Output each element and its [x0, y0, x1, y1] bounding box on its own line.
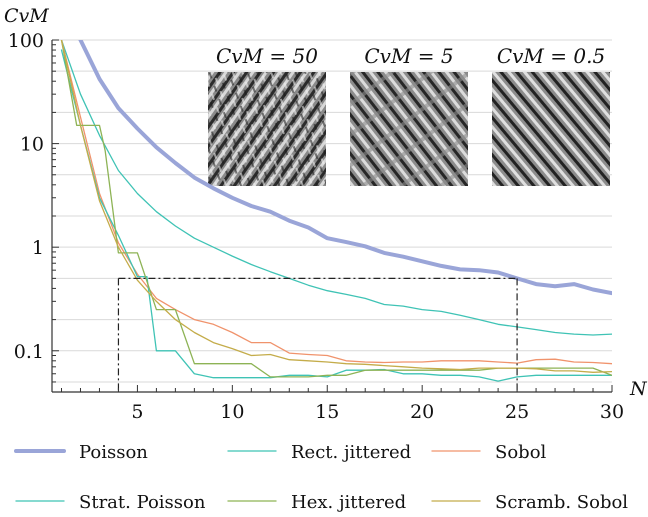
inset-label: CvM = 5: [364, 44, 453, 68]
legend-item: Scramb. Sobol: [431, 492, 628, 513]
legend-label: Hex. jittered: [291, 492, 406, 513]
x-tick-label: 15: [315, 401, 339, 423]
inset-cvm-05: CvM = 0.5: [492, 44, 610, 186]
x-tick-label: 30: [600, 401, 624, 423]
x-tick-label: 5: [131, 401, 143, 423]
reference-lines: [117, 277, 518, 392]
x-tick-label: 20: [410, 401, 434, 423]
series-rect-jittered: [60, 40, 612, 336]
series-poisson: [78, 40, 612, 296]
texture-image: [492, 72, 610, 186]
x-axis-label: N: [629, 378, 648, 400]
series-group: [60, 40, 612, 382]
legend-item: Strat. Poisson: [15, 492, 206, 513]
series-scramb-sobol: [60, 40, 612, 373]
y-axis-label: CvM: [4, 5, 49, 27]
legend-item: Hex. jittered: [227, 492, 406, 513]
texture-insets: CvM = 50 CvM = 5 CvM = 0.5: [208, 44, 610, 186]
inset-cvm-50: CvM = 50: [208, 44, 326, 186]
x-tick-label: 10: [220, 401, 244, 423]
legend-label: Strat. Poisson: [79, 492, 206, 513]
x-tick-label: 25: [505, 401, 529, 423]
texture-overlay: [208, 72, 326, 186]
axes: 5 10 15 20 25 30 0.1 1 10 100: [8, 30, 624, 423]
y-tick-label: 100: [8, 30, 44, 52]
legend: Poisson Rect. jittered Sobol Strat. Poisson…: [14, 442, 628, 513]
series-strat-poisson: [60, 49, 612, 382]
inset-label: CvM = 50: [216, 44, 318, 68]
legend-label: Rect. jittered: [291, 442, 411, 463]
y-tick-label: 10: [20, 134, 44, 156]
inset-label: CvM = 0.5: [497, 44, 605, 68]
texture-overlay: [350, 72, 468, 186]
legend-item: Rect. jittered: [227, 442, 411, 463]
y-tick-label: 0.1: [14, 341, 44, 363]
legend-item: Sobol: [431, 442, 547, 463]
gridlines: [52, 39, 612, 383]
legend-label: Sobol: [495, 442, 547, 463]
legend-label: Scramb. Sobol: [495, 492, 628, 513]
y-tick-label: 1: [32, 237, 44, 259]
inset-cvm-5: CvM = 5: [350, 44, 468, 186]
legend-label: Poisson: [79, 442, 148, 463]
legend-item: Poisson: [14, 442, 148, 463]
series-sobol: [60, 40, 612, 365]
